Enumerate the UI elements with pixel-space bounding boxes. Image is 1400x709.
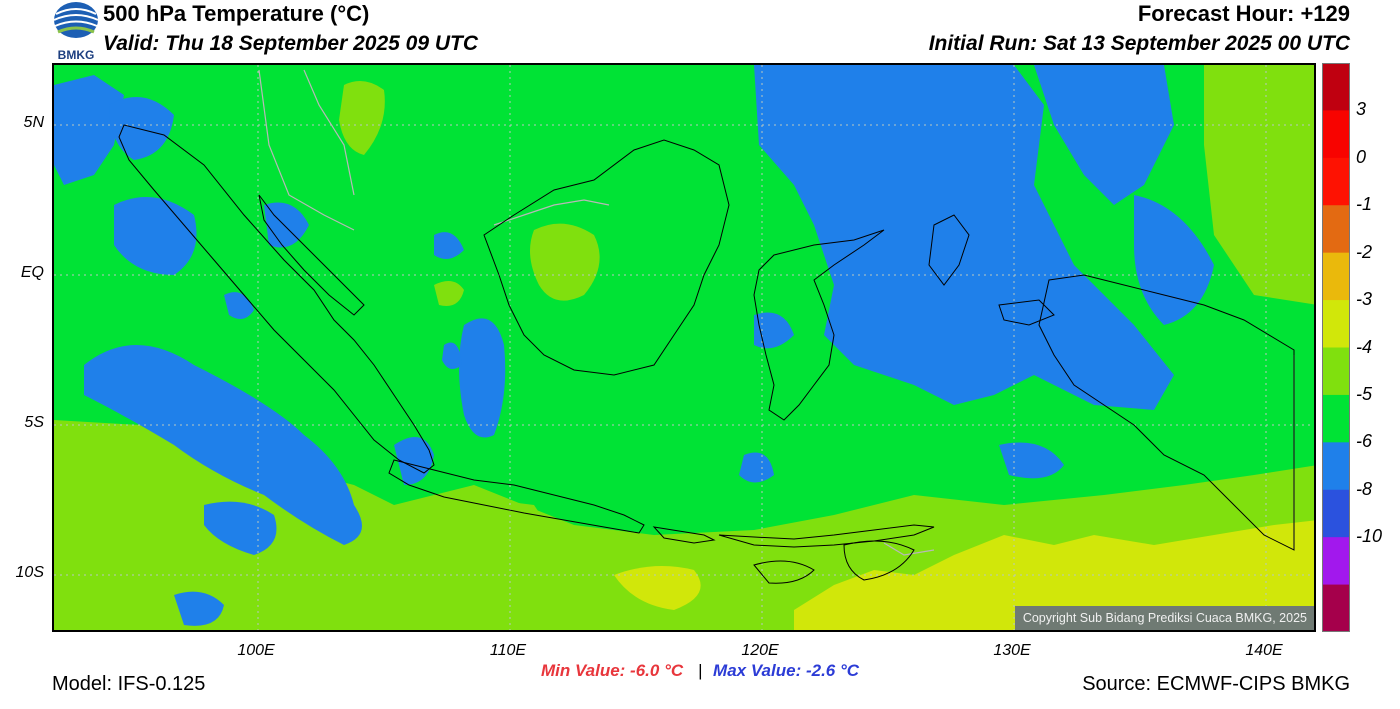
colorbar-label: -4 [1356, 336, 1373, 357]
colorbar-segment [1322, 394, 1350, 443]
lon-label-140e: 140E [1245, 642, 1283, 659]
lat-label-eq: EQ [20, 264, 44, 281]
colorbar-label: 3 [1356, 99, 1367, 120]
valid-time: Valid: Thu 18 September 2025 09 UTC [103, 32, 479, 55]
colorbar-segment [1322, 252, 1350, 301]
model-label: Model: IFS-0.125 [52, 673, 206, 695]
copyright-notice: Copyright Sub Bidang Prediksi Cuaca BMKG… [1014, 606, 1314, 630]
forecast-hour: Forecast Hour: +129 [1137, 1, 1350, 26]
page-title: 500 hPa Temperature (°C) [103, 1, 370, 26]
colorbar-label: 0 [1356, 146, 1367, 167]
colorbar-segment [1322, 110, 1350, 159]
colorbar-segment [1322, 347, 1350, 396]
colorbar [1322, 63, 1350, 632]
lat-label-5s: 5S [24, 414, 44, 431]
value-separator: | [697, 661, 703, 680]
max-value: Max Value: -2.6 °C [713, 661, 860, 680]
min-value: Min Value: -6.0 °C [540, 661, 684, 680]
map-canvas [54, 65, 1314, 630]
lon-label-130e: 130E [993, 642, 1031, 659]
colorbar-label: -8 [1356, 478, 1373, 499]
colorbar-label: -10 [1356, 526, 1383, 547]
initial-run: Initial Run: Sat 13 September 2025 00 UT… [928, 32, 1350, 55]
colorbar-label: -3 [1356, 289, 1373, 310]
min-max-values: Min Value: -6.0 °C | Max Value: -2.6 °C [0, 661, 1400, 681]
lat-label-5n: 5N [23, 114, 44, 131]
colorbar-segment [1322, 63, 1350, 111]
temperature-map[interactable]: Copyright Sub Bidang Prediksi Cuaca BMKG… [52, 63, 1316, 632]
colorbar-label: -1 [1356, 194, 1373, 215]
lon-label-100e: 100E [237, 642, 275, 659]
colorbar-segment [1322, 442, 1350, 491]
lat-label-10s: 10S [15, 564, 44, 581]
colorbar-label: -6 [1356, 431, 1373, 452]
lon-label-110e: 110E [489, 642, 527, 659]
colorbar-segment [1322, 205, 1350, 254]
source-label: Source: ECMWF-CIPS BMKG [1082, 673, 1350, 695]
svg-text:BMKG: BMKG [58, 48, 95, 62]
colorbar-segment [1322, 157, 1350, 206]
colorbar-segment [1322, 300, 1350, 348]
colorbar-label: -2 [1356, 241, 1373, 262]
bmkg-logo: BMKG [52, 0, 100, 62]
lon-label-120e: 120E [741, 642, 779, 659]
colorbar-label: -5 [1356, 383, 1373, 404]
colorbar-segment [1322, 489, 1350, 538]
colorbar-segment [1322, 584, 1350, 632]
colorbar-segment [1322, 537, 1350, 586]
